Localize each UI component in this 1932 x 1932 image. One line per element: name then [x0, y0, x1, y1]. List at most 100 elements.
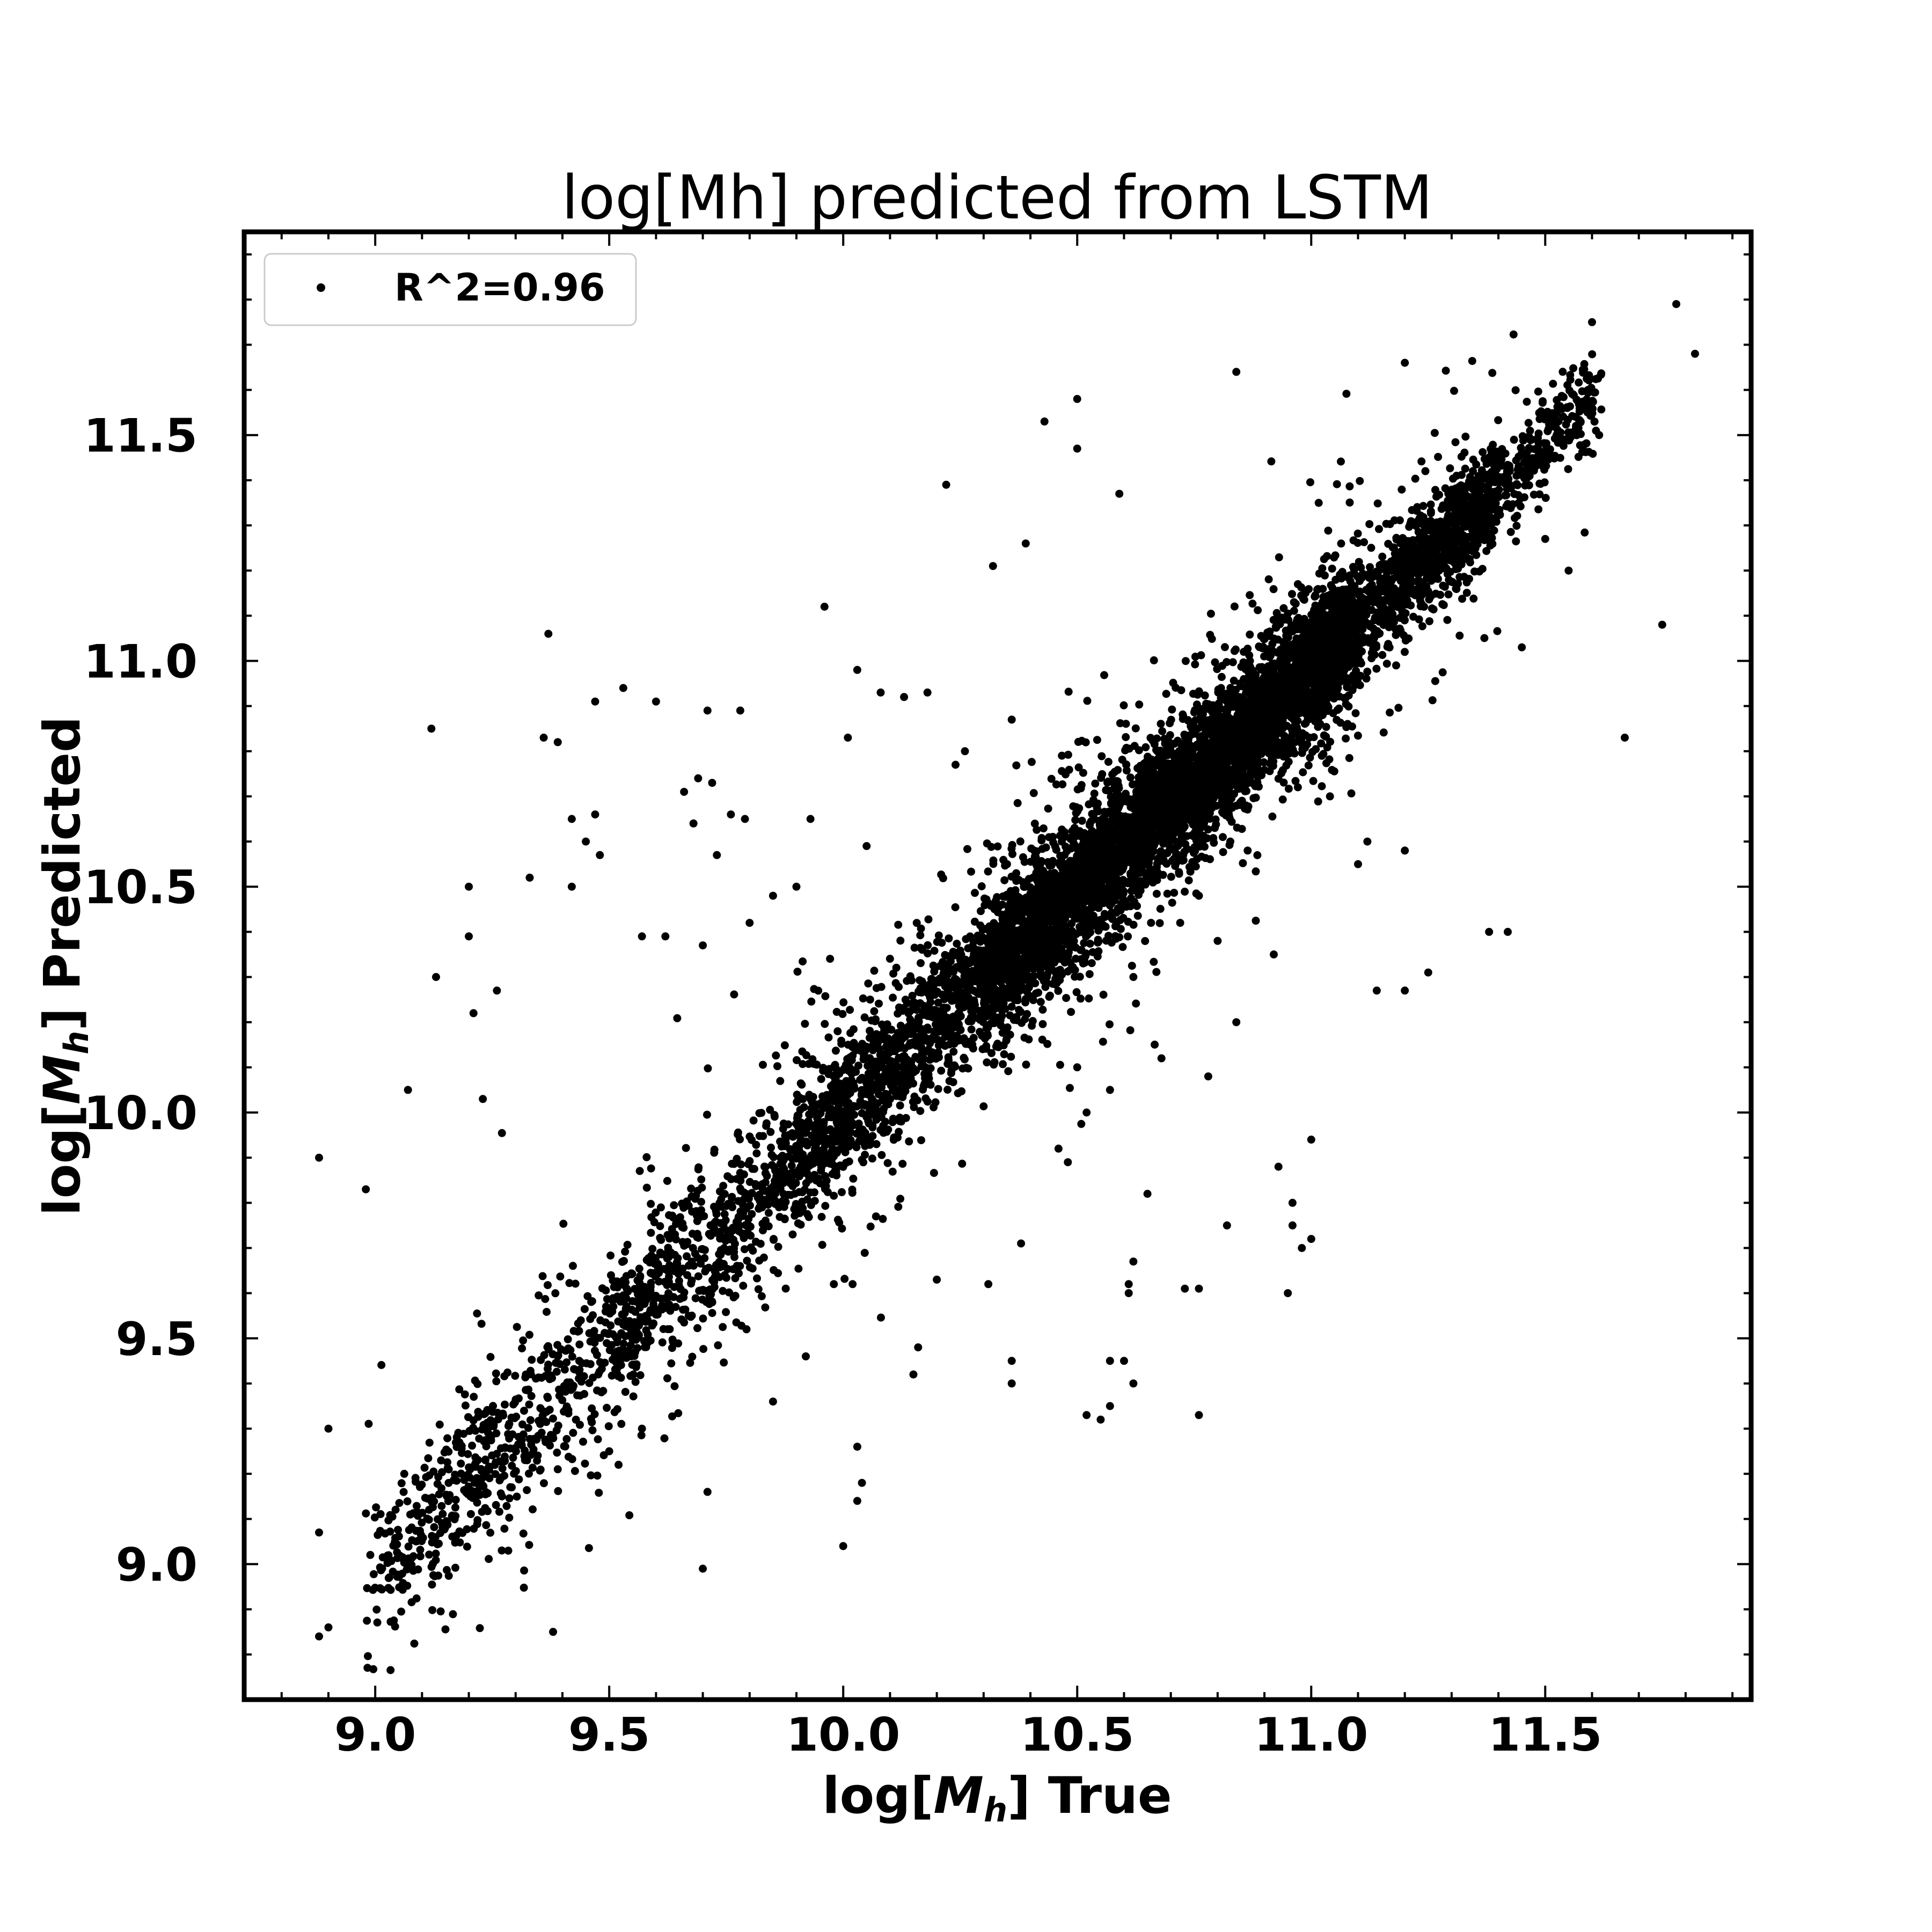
data-point — [1151, 1041, 1159, 1049]
data-point — [1177, 686, 1185, 694]
data-point — [1152, 804, 1160, 813]
data-point — [904, 1081, 913, 1089]
data-point — [635, 1167, 644, 1175]
data-point — [547, 1431, 555, 1439]
data-point — [482, 1472, 491, 1481]
data-point — [588, 1426, 597, 1435]
data-point — [1097, 877, 1106, 885]
data-point — [776, 1137, 785, 1146]
data-point — [1142, 873, 1151, 882]
data-point — [612, 1294, 621, 1303]
data-point — [429, 1467, 438, 1476]
data-point — [1007, 844, 1016, 853]
data-point — [633, 1344, 642, 1352]
data-point — [779, 1190, 788, 1198]
data-point — [1045, 861, 1054, 870]
data-point — [519, 1336, 528, 1345]
data-point — [1000, 876, 1009, 884]
data-point — [501, 1452, 509, 1461]
data-point — [838, 1010, 847, 1018]
data-point — [949, 1036, 957, 1045]
data-point — [1037, 973, 1045, 981]
data-point — [1072, 862, 1080, 871]
data-point — [372, 1605, 381, 1614]
data-point — [527, 1440, 536, 1449]
data-point — [748, 1264, 757, 1273]
data-point — [565, 1279, 574, 1287]
data-point — [953, 940, 961, 948]
data-point — [536, 1465, 545, 1474]
data-point — [595, 1489, 603, 1497]
data-point — [1157, 720, 1165, 728]
data-point — [779, 1125, 787, 1133]
data-point — [487, 1433, 495, 1441]
data-point — [917, 959, 925, 968]
data-point — [738, 1212, 747, 1220]
data-point — [412, 1502, 421, 1510]
data-point — [648, 1245, 657, 1253]
data-point — [486, 1353, 495, 1361]
data-point — [1022, 1060, 1030, 1069]
data-point — [1184, 876, 1193, 884]
data-point — [1163, 889, 1172, 898]
data-point — [1091, 841, 1099, 850]
data-point — [1181, 657, 1190, 665]
data-point — [1034, 989, 1043, 997]
data-point — [601, 1358, 609, 1367]
data-point — [471, 1460, 479, 1468]
data-point — [944, 1053, 953, 1062]
data-point — [1104, 758, 1113, 766]
data-point — [761, 1169, 770, 1177]
data-point — [903, 977, 911, 985]
data-point — [698, 1245, 706, 1254]
data-point — [1182, 765, 1190, 774]
data-point — [1135, 746, 1143, 755]
data-point — [846, 1029, 855, 1037]
data-point — [704, 1064, 712, 1073]
data-point — [737, 1187, 745, 1195]
data-point — [898, 1024, 907, 1033]
data-point — [1103, 839, 1112, 847]
data-point — [429, 1560, 437, 1568]
data-point — [1167, 750, 1176, 759]
data-point — [669, 1293, 678, 1301]
data-point — [830, 1110, 838, 1118]
data-point — [569, 1262, 577, 1270]
data-point — [774, 1242, 782, 1251]
data-point — [373, 1618, 382, 1627]
data-point — [431, 1549, 440, 1558]
data-point — [1097, 752, 1106, 760]
data-point — [668, 1344, 676, 1352]
data-point — [953, 1012, 961, 1021]
data-point — [1019, 878, 1027, 887]
data-point — [843, 1091, 852, 1100]
data-point — [971, 889, 979, 897]
data-point — [1039, 824, 1048, 833]
data-point — [694, 1234, 702, 1242]
data-point — [561, 1442, 569, 1451]
data-point — [1091, 849, 1099, 857]
data-point — [797, 1118, 806, 1127]
data-point — [1156, 905, 1165, 913]
data-point — [613, 1364, 621, 1373]
data-point — [1044, 804, 1052, 813]
data-point — [875, 1090, 883, 1099]
data-point — [1122, 720, 1130, 728]
data-point — [1038, 1020, 1047, 1028]
data-point — [587, 1415, 595, 1423]
data-point — [1119, 701, 1128, 709]
data-point — [1175, 794, 1183, 802]
data-point — [471, 1377, 479, 1385]
data-point — [646, 1286, 655, 1295]
data-point — [437, 1502, 446, 1510]
data-point — [810, 985, 818, 993]
data-point — [391, 1505, 400, 1514]
data-point — [1100, 671, 1108, 679]
data-point — [958, 1064, 967, 1073]
data-point — [1077, 781, 1086, 789]
data-point — [911, 1021, 920, 1029]
data-point — [1113, 855, 1121, 864]
data-point — [803, 1141, 811, 1150]
data-point — [800, 1103, 808, 1111]
data-point — [590, 1346, 599, 1355]
